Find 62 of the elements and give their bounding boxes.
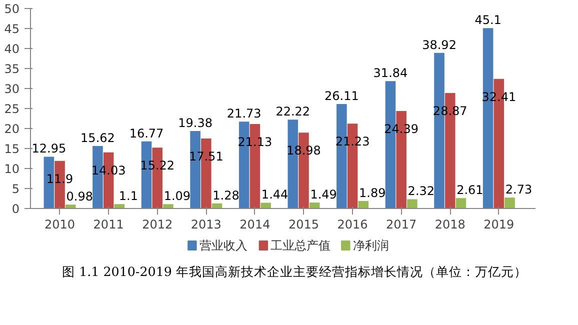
y-tick-label: 5 [12,182,20,196]
bar [163,204,174,208]
data-label: 32.41 [482,90,516,104]
legend-label: 营业收入 [199,238,248,252]
data-label: 21.13 [238,134,272,149]
data-label: 1.89 [359,186,386,200]
data-label: 1.28 [212,188,240,202]
data-label: 14.03 [91,163,126,178]
x-tick-label: 2016 [337,218,368,232]
x-tick-label: 2017 [386,218,417,232]
data-label: 19.38 [178,116,212,130]
y-tick-label: 50 [4,2,20,16]
legend-label: 工业总产值 [270,238,331,252]
caption: 图 1.1 2010-2019 年我国高新技术企业主要经营指标增长情况（单位：万亿元） [62,264,527,279]
data-label: 2.73 [505,182,532,197]
y-tick-label: 25 [4,102,20,116]
bar [456,198,466,208]
y-tick-label: 10 [4,162,20,176]
data-label: 15.22 [140,158,175,173]
y-tick-label: 35 [4,62,20,76]
y-tick-label: 30 [4,82,20,96]
data-label: 16.77 [129,126,164,140]
bar [358,200,369,208]
bar [65,204,76,208]
x-tick-label: 2015 [288,218,320,232]
data-label: 1.1 [118,189,138,204]
data-label: 12.95 [32,142,66,156]
data-label: 1.44 [261,188,288,202]
bar [260,202,271,208]
data-label: 28.87 [432,104,468,118]
data-label: 22.22 [276,104,310,119]
y-tick-label: 15 [4,142,20,156]
data-label: 1.09 [164,189,191,204]
data-label: 11.9 [46,172,74,186]
bar [504,198,515,208]
x-tick-label: 2018 [434,218,466,232]
y-tick-label: 40 [4,42,20,56]
data-label: 0.98 [66,190,93,204]
bar [407,199,418,208]
x-tick-label: 2010 [44,218,76,232]
data-label: 21.73 [226,106,262,121]
y-tick-label: 45 [4,22,20,36]
data-label: 45.1 [474,13,502,28]
data-label: 15.62 [80,131,115,146]
x-tick-label: 2011 [93,218,124,232]
data-label: 1.49 [310,188,337,202]
x-tick-label: 2019 [484,218,514,232]
x-tick-label: 2012 [142,218,173,232]
data-label: 2.61 [456,183,484,198]
data-label: 31.84 [373,66,408,80]
y-tick-label: 20 [4,122,20,136]
data-label: 38.92 [422,38,456,52]
data-label: 24.39 [384,122,419,136]
data-label: 17.51 [188,149,224,164]
y-tick-label: 0 [12,202,20,216]
legend-label: 净利润 [352,238,389,252]
data-label: 2.32 [408,184,435,198]
x-tick-label: 2013 [190,218,222,232]
data-label: 26.11 [324,89,359,104]
data-label: 18.98 [286,144,321,158]
data-label: 21.23 [335,134,370,149]
x-tick-label: 2014 [240,218,270,232]
